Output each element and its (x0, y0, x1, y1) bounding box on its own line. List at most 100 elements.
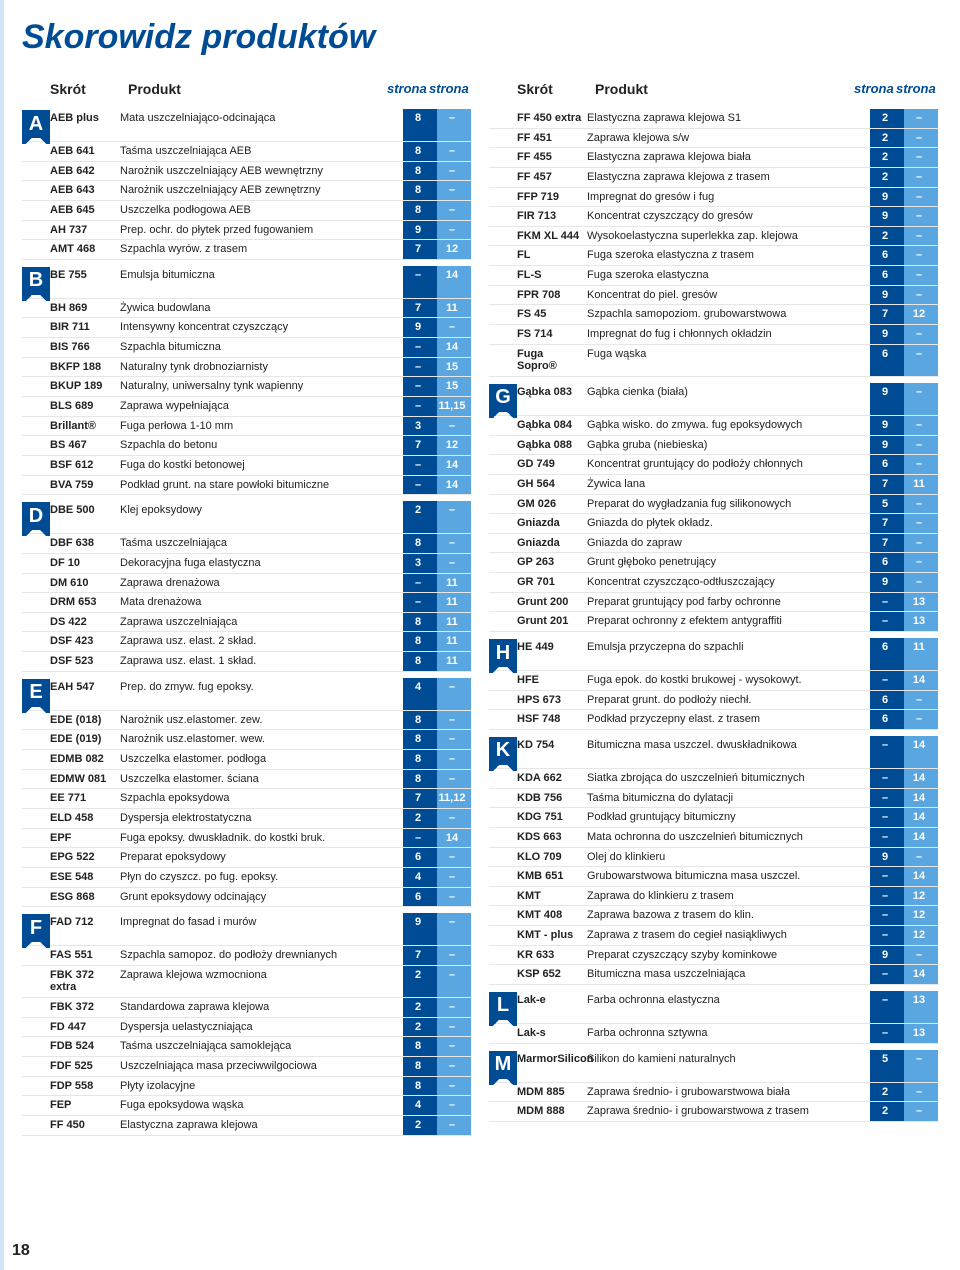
cell-page-1: 8 (403, 632, 437, 651)
cell-skrot: MarmorSilicon (517, 1050, 587, 1082)
cell-skrot: Grunt 200 (517, 593, 587, 612)
table-row: KLO 709Olej do klinkieru9– (489, 848, 938, 868)
cell-produkt: Koncentrat czyszcząco-odtłuszczający (587, 573, 870, 592)
table-row: DSF 523Zaprawa usz. elast. 1 skład.811 (22, 652, 471, 672)
cell-produkt: Uszczelka elastomer. ściana (120, 770, 403, 789)
cell-page-1: 6 (870, 345, 904, 376)
cell-skrot: FEP (50, 1096, 120, 1115)
cell-page-1: 2 (870, 168, 904, 187)
letter-cell: F (22, 913, 50, 945)
table-row: HFEFuga epok. do kostki brukowej - wysok… (489, 671, 938, 691)
letter-cell (489, 965, 517, 984)
cell-page-2: – (437, 534, 471, 553)
letter-cell (489, 286, 517, 305)
cell-produkt: Grunt epoksydowy odcinający (120, 888, 403, 907)
table-row: FDF 525Uszczelniająca masa przeciwwilgoc… (22, 1057, 471, 1077)
letter-cell (22, 377, 50, 396)
cell-skrot: DF 10 (50, 554, 120, 573)
letter-cell: D (22, 501, 50, 533)
cell-produkt: Uszczelniająca masa przeciwwilgociowa (120, 1057, 403, 1076)
cell-page-2: – (437, 966, 471, 997)
cell-page-2: 13 (904, 612, 938, 631)
cell-skrot: FS 45 (517, 305, 587, 324)
cell-page-1: 9 (403, 913, 437, 945)
cell-skrot: FDP 558 (50, 1077, 120, 1096)
letter-cell (22, 1096, 50, 1115)
table-row: EDMW 081Uszczelka elastomer. ściana8– (22, 770, 471, 790)
cell-skrot: DBE 500 (50, 501, 120, 533)
cell-page-2: – (904, 148, 938, 167)
cell-page-1: 8 (403, 534, 437, 553)
table-row: BBE 755Emulsja bitumiczna–14 (22, 266, 471, 299)
table-row: KR 633Preparat czyszczący szyby kominkow… (489, 946, 938, 966)
cell-skrot: Gniazda (517, 534, 587, 553)
table-row: EDE (018)Narożnik usz.elastomer. zew.8– (22, 711, 471, 731)
table-row: FFAD 712Impregnat do fasad i murów9– (22, 913, 471, 946)
table-row: EPFFuga epoksy. dwuskładnik. do kostki b… (22, 829, 471, 849)
cell-skrot: DSF 523 (50, 652, 120, 671)
cell-page-2: – (437, 1057, 471, 1076)
table-row: GniazdaGniazda do płytek okładz.7– (489, 514, 938, 534)
cell-page-1: 4 (403, 1096, 437, 1115)
table-row: EEAH 547Prep. do zmyw. fug epoksy.4– (22, 678, 471, 711)
cell-page-1: – (870, 1024, 904, 1043)
cell-skrot: DBF 638 (50, 534, 120, 553)
table-row: FF 455Elastyczna zaprawa klejowa biała2– (489, 148, 938, 168)
cell-produkt: Dyspersja elektrostatyczna (120, 809, 403, 828)
cell-skrot: FKM XL 444 (517, 227, 587, 246)
cell-skrot: BH 869 (50, 299, 120, 318)
cell-page-2: – (437, 501, 471, 533)
letter-cell (22, 1018, 50, 1037)
table-row: BSF 612Fuga do kostki betonowej–14 (22, 456, 471, 476)
cell-page-2: 12 (904, 906, 938, 925)
cell-page-1: 2 (870, 227, 904, 246)
cell-page-1: – (870, 612, 904, 631)
cell-produkt: Elastyczna zaprawa klejowa (120, 1116, 403, 1135)
table-row: KMB 651Grubowarstwowa bitumiczna masa us… (489, 867, 938, 887)
cell-page-1: 8 (403, 181, 437, 200)
cell-produkt: Preparat do wygładzania fug silikonowych (587, 495, 870, 514)
cell-page-1: – (870, 887, 904, 906)
cell-produkt: Żywica lana (587, 475, 870, 494)
cell-page-1: 7 (403, 240, 437, 259)
cell-page-1: 2 (870, 129, 904, 148)
cell-page-1: – (870, 736, 904, 768)
table-row: ESE 548Płyn do czyszcz. po fug. epoksy.4… (22, 868, 471, 888)
table-row: FLFuga szeroka elastyczna z trasem6– (489, 246, 938, 266)
cell-page-2: – (437, 201, 471, 220)
cell-produkt: Elastyczna zaprawa klejowa biała (587, 148, 870, 167)
cell-page-2: – (437, 1096, 471, 1115)
cell-page-2: 11 (437, 613, 471, 632)
cell-page-1: 9 (870, 207, 904, 226)
index-section: LLak-eFarba ochronna elastyczna–13Lak-sF… (489, 991, 938, 1044)
letter-cell (489, 534, 517, 553)
letter-cell (489, 495, 517, 514)
cell-page-1: 8 (403, 652, 437, 671)
page-number: 18 (6, 1242, 36, 1260)
cell-produkt: Szpachla bitumiczna (120, 338, 403, 357)
cell-page-2: – (437, 848, 471, 867)
table-row: ELD 458Dyspersja elektrostatyczna2– (22, 809, 471, 829)
cell-produkt: Zaprawa klejowa s/w (587, 129, 870, 148)
letter-cell (22, 417, 50, 436)
cell-page-1: – (403, 338, 437, 357)
letter-cell (22, 1037, 50, 1056)
table-row: AEB 642Narożnik uszczelniający AEB wewnę… (22, 162, 471, 182)
cell-skrot: GD 749 (517, 455, 587, 474)
cell-produkt: Taśma uszczelniająca samoklejąca (120, 1037, 403, 1056)
cell-page-2: – (904, 286, 938, 305)
table-row: KMTZaprawa do klinkieru z trasem–12 (489, 887, 938, 907)
table-row: AH 737Prep. ochr. do płytek przed fugowa… (22, 221, 471, 241)
table-row: AAEB plusMata uszczelniająco-odcinająca8… (22, 109, 471, 142)
cell-page-2: – (437, 318, 471, 337)
cell-skrot: FL (517, 246, 587, 265)
table-row: KDG 751Podkład gruntujący bitumiczny–14 (489, 808, 938, 828)
table-row: DSF 423Zaprawa usz. elast. 2 skład.811 (22, 632, 471, 652)
cell-page-1: 8 (403, 201, 437, 220)
cell-page-1: 4 (403, 868, 437, 887)
cell-produkt: Gąbka cienka (biała) (587, 383, 870, 415)
cell-page-1: 5 (870, 1050, 904, 1082)
cell-page-1: 9 (870, 573, 904, 592)
cell-page-2: 14 (437, 456, 471, 475)
cell-skrot: Gąbka 084 (517, 416, 587, 435)
